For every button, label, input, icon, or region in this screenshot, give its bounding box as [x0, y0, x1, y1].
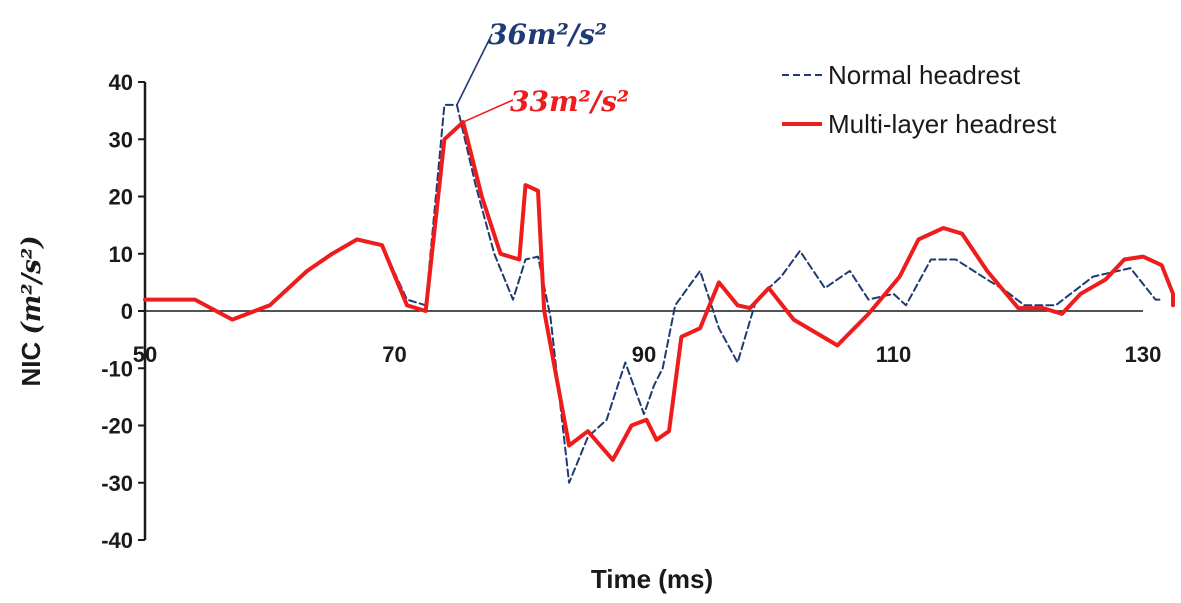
x-tick-label: 70 [382, 342, 406, 367]
x-tick-label: 90 [632, 342, 656, 367]
x-tick-label: 110 [876, 342, 912, 367]
x-tick-label: 130 [1125, 342, 1162, 367]
series-line-normal-headrest [144, 103, 1163, 484]
y-tick-label: -30 [101, 471, 133, 496]
y-tick-label: 40 [109, 70, 133, 95]
legend: Normal headrest Multi-layer headrest [782, 60, 1057, 139]
annotation-leader [456, 33, 493, 106]
y-tick-label: 0 [121, 299, 133, 324]
annotations: 36m²/s² 33m²/s² [456, 18, 629, 123]
y-tick-label: 30 [109, 127, 133, 152]
y-tick-label: 10 [109, 242, 133, 267]
y-tick-label: 20 [109, 185, 133, 210]
y-tick-label: -10 [101, 356, 133, 381]
annotation-label: 33m²/s² [510, 85, 629, 118]
annotation-label: 36m²/s² [488, 18, 607, 51]
x-tick-label: 50 [133, 342, 157, 367]
y-axis-title-unit: (m²/s²) [17, 235, 47, 334]
annotation-leader [462, 99, 514, 123]
series-line-multi-layer-headrest [143, 120, 1175, 462]
y-tick-label: -40 [101, 528, 133, 553]
axes: 40 30 20 10 0 -10 -20 -30 -40 50 70 90 110 130 [101, 70, 1161, 553]
legend-label: Normal headrest [828, 60, 1021, 90]
y-axis-title: NIC (m²/s²) [16, 235, 47, 386]
series-layer [143, 103, 1175, 484]
y-tick-label: -20 [101, 414, 133, 439]
legend-label: Multi-layer headrest [828, 109, 1057, 139]
y-axis-title-prefix: NIC [16, 335, 46, 387]
x-axis-title: Time (ms) [591, 564, 713, 594]
